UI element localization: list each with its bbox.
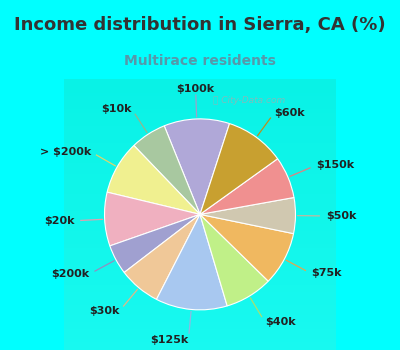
Wedge shape [107, 146, 200, 214]
Text: Multirace residents: Multirace residents [124, 55, 276, 69]
Text: $60k: $60k [274, 108, 305, 118]
Wedge shape [104, 192, 200, 246]
Text: $150k: $150k [316, 160, 354, 170]
Text: Ⓢ City-Data.com: Ⓢ City-Data.com [213, 96, 285, 105]
Text: $75k: $75k [311, 268, 342, 279]
Wedge shape [134, 126, 200, 214]
Text: Income distribution in Sierra, CA (%): Income distribution in Sierra, CA (%) [14, 16, 386, 34]
Text: $30k: $30k [89, 306, 120, 316]
Wedge shape [200, 214, 294, 281]
Wedge shape [110, 214, 200, 272]
Text: $20k: $20k [44, 216, 74, 226]
Text: $125k: $125k [150, 335, 188, 345]
Text: $100k: $100k [176, 84, 215, 93]
Wedge shape [200, 214, 268, 306]
Wedge shape [124, 214, 200, 299]
Wedge shape [164, 119, 230, 214]
Wedge shape [200, 159, 294, 214]
Wedge shape [200, 197, 296, 234]
Text: $10k: $10k [101, 104, 132, 114]
Text: $40k: $40k [265, 317, 296, 327]
Text: $50k: $50k [326, 211, 356, 221]
Wedge shape [200, 124, 278, 214]
Text: > $200k: > $200k [40, 147, 91, 157]
Wedge shape [156, 214, 227, 310]
Text: $200k: $200k [51, 269, 89, 279]
